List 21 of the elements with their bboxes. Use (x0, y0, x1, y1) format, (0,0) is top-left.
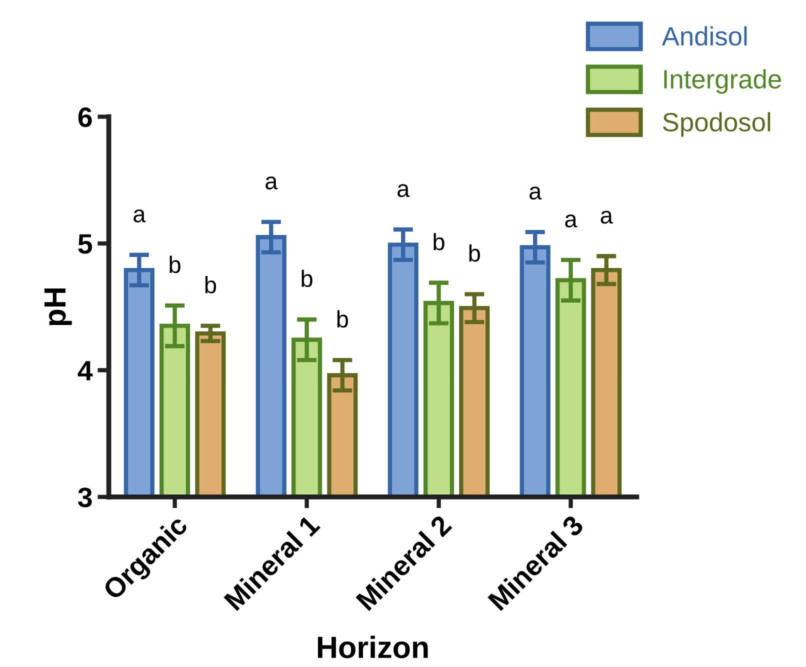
data-label: b (205, 276, 216, 294)
y-tick-label: 3 (78, 488, 92, 508)
legend-label: Spodosol (663, 112, 770, 137)
data-label: b (469, 244, 480, 262)
data-label: a (266, 176, 278, 190)
y-axis-title: pH (44, 288, 72, 326)
y-tick-label: 5 (78, 234, 92, 254)
x-axis-title: Horizon (318, 636, 428, 658)
data-label: b (337, 310, 348, 328)
legend-label: Intergrade (664, 69, 781, 94)
y-tick-label: 6 (78, 107, 92, 128)
data-label: a (398, 184, 410, 198)
data-label: b (302, 270, 312, 288)
data-label: b (434, 232, 444, 250)
legend-label: Andisol (662, 26, 747, 46)
data-label: b (170, 256, 180, 274)
data-label: a (565, 214, 578, 228)
data-label: a (530, 186, 542, 200)
data-label: a (600, 210, 613, 224)
data-label: a (134, 209, 146, 222)
y-tick-label: 4 (78, 361, 93, 380)
